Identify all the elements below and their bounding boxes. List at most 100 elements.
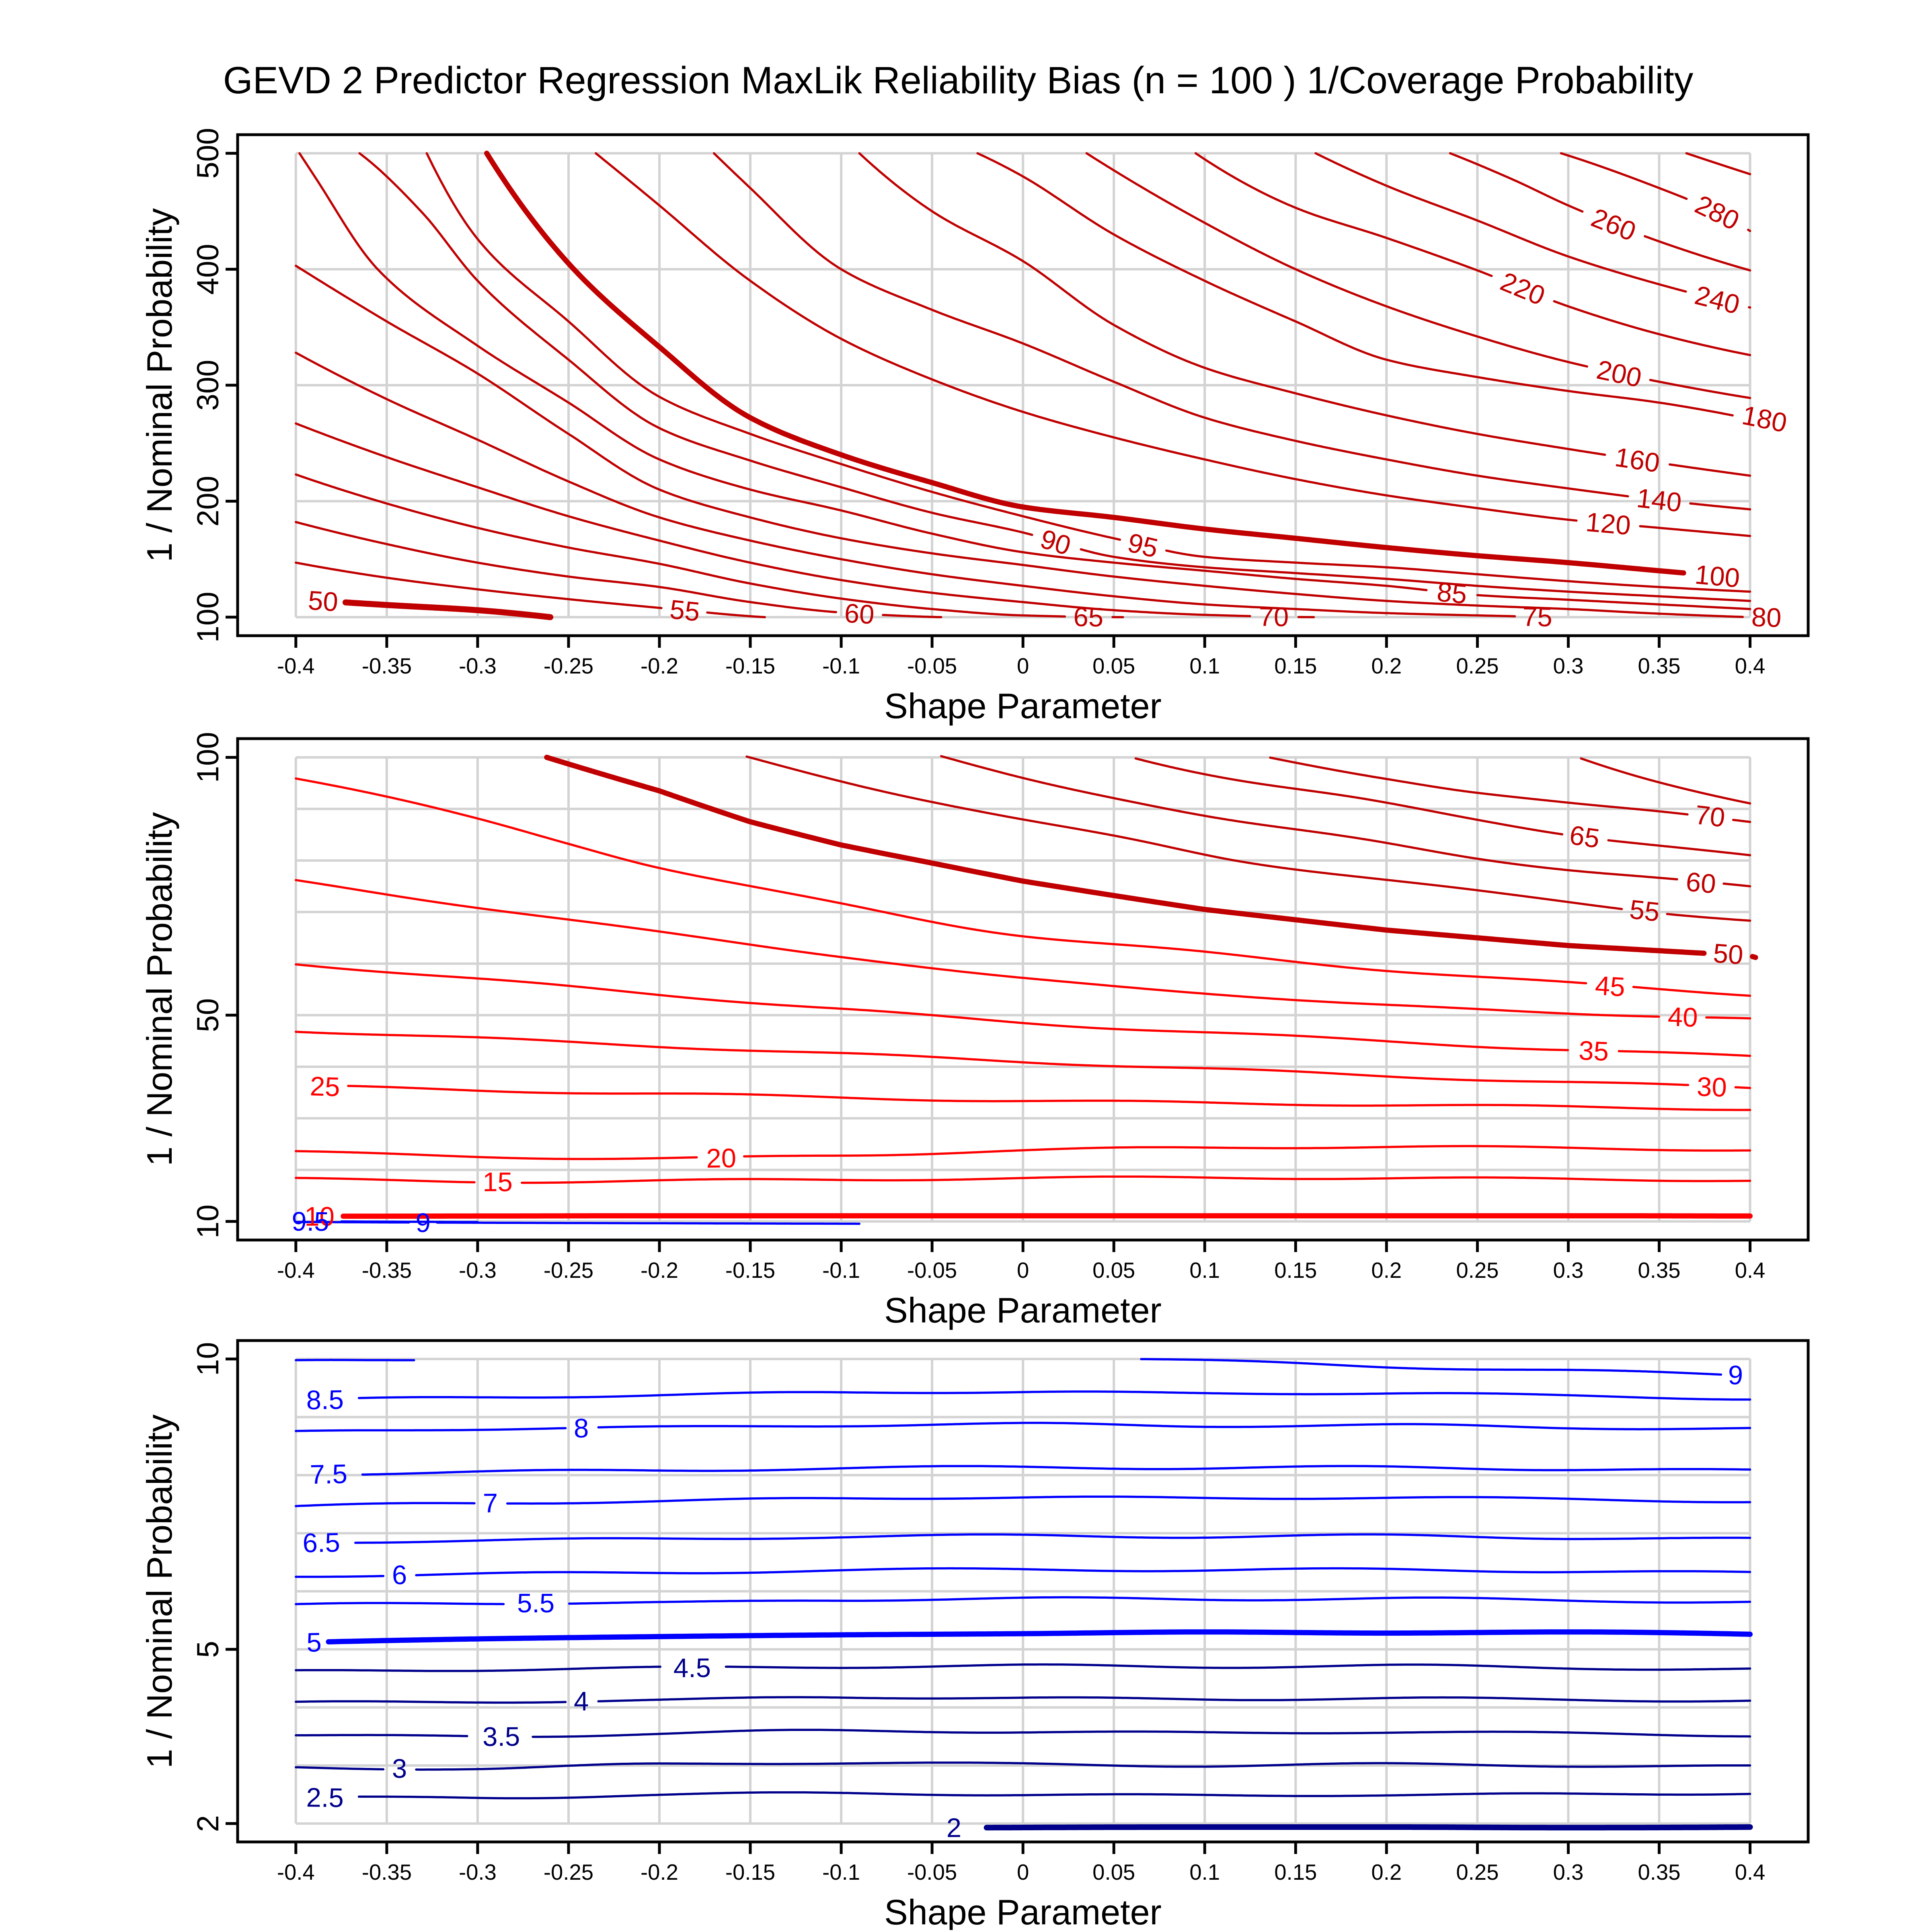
svg-text:0.15: 0.15 <box>1274 654 1317 678</box>
svg-text:120: 120 <box>1585 507 1632 541</box>
svg-text:0.4: 0.4 <box>1735 654 1766 678</box>
svg-text:10: 10 <box>304 1201 335 1232</box>
svg-text:3: 3 <box>392 1753 407 1784</box>
svg-text:0.1: 0.1 <box>1189 1258 1220 1283</box>
svg-text:45: 45 <box>1594 971 1626 1003</box>
svg-text:-0.2: -0.2 <box>641 654 678 678</box>
svg-text:85: 85 <box>1435 577 1468 610</box>
svg-text:-0.15: -0.15 <box>725 1258 775 1283</box>
svg-text:-0.4: -0.4 <box>277 654 315 678</box>
svg-text:-0.1: -0.1 <box>822 654 860 678</box>
svg-text:4.5: 4.5 <box>673 1653 711 1684</box>
svg-text:0.05: 0.05 <box>1092 1258 1135 1283</box>
svg-text:0.1: 0.1 <box>1189 654 1220 678</box>
svg-text:-0.1: -0.1 <box>822 1860 860 1885</box>
svg-text:-0.15: -0.15 <box>725 654 775 678</box>
svg-text:-0.35: -0.35 <box>362 654 412 678</box>
svg-text:5: 5 <box>306 1627 322 1658</box>
svg-text:0: 0 <box>1017 1860 1029 1885</box>
svg-text:7: 7 <box>483 1488 498 1518</box>
svg-text:1 / Nominal Probability: 1 / Nominal Probability <box>140 208 179 562</box>
svg-text:50: 50 <box>191 998 225 1033</box>
svg-text:0.2: 0.2 <box>1371 1258 1402 1283</box>
svg-text:-0.25: -0.25 <box>544 654 593 678</box>
svg-text:1 / Nominal Probability: 1 / Nominal Probability <box>140 1415 179 1768</box>
svg-text:0.3: 0.3 <box>1553 1860 1584 1885</box>
svg-text:0.35: 0.35 <box>1638 1860 1680 1885</box>
svg-text:0.35: 0.35 <box>1638 654 1680 678</box>
svg-text:60: 60 <box>844 598 875 630</box>
svg-text:40: 40 <box>1667 1002 1698 1033</box>
svg-text:-0.35: -0.35 <box>362 1860 412 1885</box>
svg-text:75: 75 <box>1522 602 1552 632</box>
svg-text:0.4: 0.4 <box>1735 1258 1766 1283</box>
svg-text:50: 50 <box>1712 938 1744 970</box>
svg-text:-0.05: -0.05 <box>907 1258 957 1283</box>
svg-text:10: 10 <box>191 1342 225 1376</box>
svg-text:100: 100 <box>1694 559 1741 593</box>
svg-text:55: 55 <box>1628 894 1661 928</box>
svg-text:0.05: 0.05 <box>1092 654 1135 678</box>
svg-text:9: 9 <box>1728 1360 1743 1390</box>
svg-text:6: 6 <box>392 1560 407 1590</box>
svg-text:100: 100 <box>191 591 225 643</box>
svg-text:35: 35 <box>1578 1035 1609 1067</box>
svg-text:55: 55 <box>668 594 701 627</box>
svg-text:0.1: 0.1 <box>1189 1860 1220 1885</box>
svg-text:160: 160 <box>1613 442 1662 478</box>
svg-text:-0.3: -0.3 <box>459 654 497 678</box>
svg-text:4: 4 <box>574 1686 589 1716</box>
svg-text:-0.35: -0.35 <box>362 1258 412 1283</box>
svg-text:-0.3: -0.3 <box>459 1258 497 1283</box>
svg-text:Shape Parameter: Shape Parameter <box>884 1290 1162 1330</box>
svg-text:9.5: 9.5 <box>292 1207 329 1237</box>
svg-text:70: 70 <box>1259 602 1289 632</box>
svg-text:8.5: 8.5 <box>306 1385 344 1415</box>
svg-text:9: 9 <box>416 1208 431 1238</box>
svg-text:20: 20 <box>706 1143 737 1174</box>
svg-text:0.4: 0.4 <box>1735 1860 1766 1885</box>
svg-text:10: 10 <box>191 1205 225 1239</box>
svg-text:GEVD 2 Predictor Regression Ma: GEVD 2 Predictor Regression MaxLik Relia… <box>223 59 1694 102</box>
svg-text:30: 30 <box>1696 1072 1727 1103</box>
svg-text:2: 2 <box>191 1815 225 1832</box>
svg-text:6.5: 6.5 <box>302 1528 341 1558</box>
svg-text:25: 25 <box>310 1071 341 1102</box>
svg-text:65: 65 <box>1073 602 1104 632</box>
svg-text:0.2: 0.2 <box>1371 654 1402 678</box>
svg-text:-0.15: -0.15 <box>725 1860 775 1885</box>
svg-text:0.3: 0.3 <box>1553 1258 1584 1283</box>
svg-text:95: 95 <box>1125 528 1161 564</box>
svg-text:Shape Parameter: Shape Parameter <box>884 686 1162 726</box>
svg-text:1 / Nominal Probability: 1 / Nominal Probability <box>140 812 179 1166</box>
svg-text:8: 8 <box>574 1413 589 1443</box>
svg-text:-0.3: -0.3 <box>459 1860 497 1885</box>
svg-text:140: 140 <box>1635 483 1684 518</box>
svg-text:300: 300 <box>191 360 225 411</box>
svg-text:-0.05: -0.05 <box>907 654 957 678</box>
svg-text:0.25: 0.25 <box>1456 1258 1499 1283</box>
svg-text:80: 80 <box>1751 602 1782 633</box>
svg-text:60: 60 <box>1685 866 1717 899</box>
svg-text:0: 0 <box>1017 654 1029 678</box>
svg-text:0.25: 0.25 <box>1456 654 1499 678</box>
svg-text:-0.05: -0.05 <box>907 1860 957 1885</box>
svg-text:15: 15 <box>482 1167 513 1197</box>
svg-text:200: 200 <box>191 476 225 527</box>
svg-text:-0.4: -0.4 <box>277 1860 315 1885</box>
svg-text:400: 400 <box>191 244 225 295</box>
svg-text:100: 100 <box>191 732 225 783</box>
svg-text:-0.4: -0.4 <box>277 1258 315 1283</box>
svg-text:-0.2: -0.2 <box>641 1860 678 1885</box>
svg-text:7.5: 7.5 <box>310 1459 348 1490</box>
svg-text:0.15: 0.15 <box>1274 1860 1317 1885</box>
svg-text:50: 50 <box>307 585 339 618</box>
svg-text:0.05: 0.05 <box>1092 1860 1135 1885</box>
svg-text:5.5: 5.5 <box>517 1588 554 1618</box>
svg-text:0.25: 0.25 <box>1456 1860 1499 1885</box>
svg-text:0.2: 0.2 <box>1371 1860 1402 1885</box>
svg-text:65: 65 <box>1568 820 1601 854</box>
svg-text:5: 5 <box>191 1641 225 1658</box>
svg-text:2: 2 <box>947 1813 962 1843</box>
svg-text:70: 70 <box>1694 800 1727 833</box>
